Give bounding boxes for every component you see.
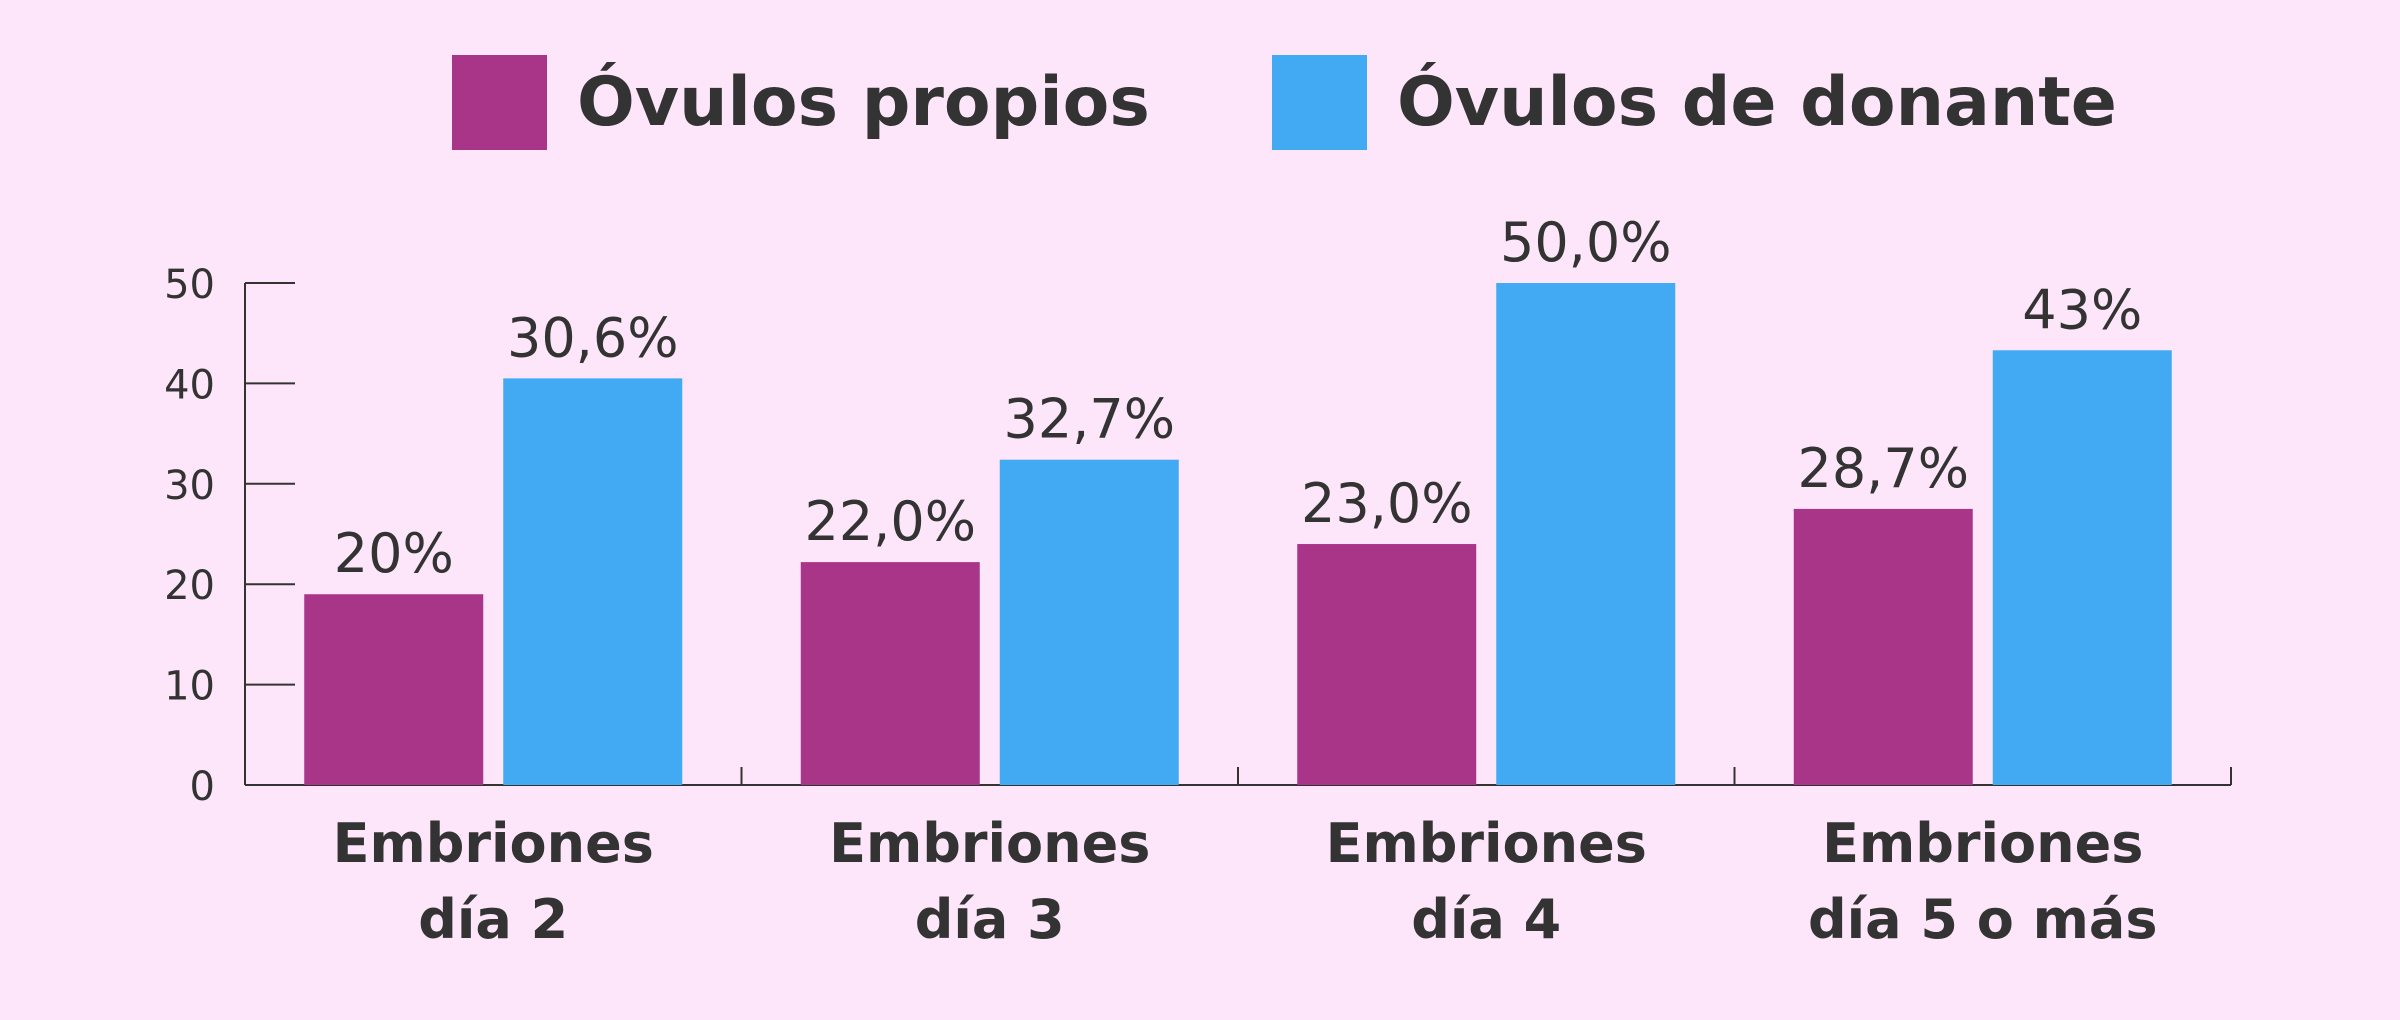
category-label-line1: Embriones	[333, 812, 654, 875]
legend-label-1: Óvulos de donante	[1397, 62, 2117, 142]
y-tick-label: 20	[164, 563, 215, 609]
y-tick-label: 30	[164, 463, 215, 509]
data-label: 20%	[334, 522, 454, 585]
legend: Óvulos propios Óvulos de donante	[452, 55, 2117, 150]
y-tick-label: 10	[164, 664, 215, 710]
bar-propios-2	[1297, 544, 1477, 785]
category-labels: Embriones día 2 Embriones día 3 Embriones día…	[333, 812, 2158, 951]
category-label-line2: día 4	[1411, 888, 1561, 951]
category-label-line1: Embriones	[829, 812, 1150, 875]
data-label: 32,7%	[1003, 388, 1175, 451]
data-label: 22,0%	[804, 490, 976, 553]
y-tick-label: 0	[190, 764, 215, 810]
category-label-line1: Embriones	[1326, 812, 1647, 875]
category-label-line2: día 2	[418, 888, 568, 951]
bar-donante-3	[1992, 350, 2172, 785]
legend-swatch-0	[452, 55, 547, 150]
y-tick-label: 50	[164, 262, 215, 308]
legend-swatch-1	[1272, 55, 1367, 150]
bar-donante-1	[999, 459, 1179, 785]
category-label-line1: Embriones	[1822, 812, 2143, 875]
data-label: 30,6%	[507, 306, 679, 369]
category-label-line2: día 5 o más	[1808, 888, 2158, 951]
bar-donante-2	[1496, 283, 1676, 785]
bars: 20% 30,6% 22,0% 32,7% 23,0% 50,0% 28,7% 43%	[304, 211, 2172, 785]
data-label: 28,7%	[1797, 437, 1969, 500]
category-label-line2: día 3	[915, 888, 1065, 951]
legend-label-0: Óvulos propios	[577, 62, 1150, 142]
bar-donante-0	[503, 378, 683, 785]
bar-propios-1	[800, 562, 980, 785]
data-label: 23,0%	[1301, 472, 1473, 535]
data-label: 50,0%	[1500, 211, 1672, 274]
data-label: 43%	[2022, 278, 2142, 341]
bar-propios-3	[1793, 508, 1973, 785]
y-tick-label: 40	[164, 362, 215, 408]
bar-propios-0	[304, 594, 484, 785]
